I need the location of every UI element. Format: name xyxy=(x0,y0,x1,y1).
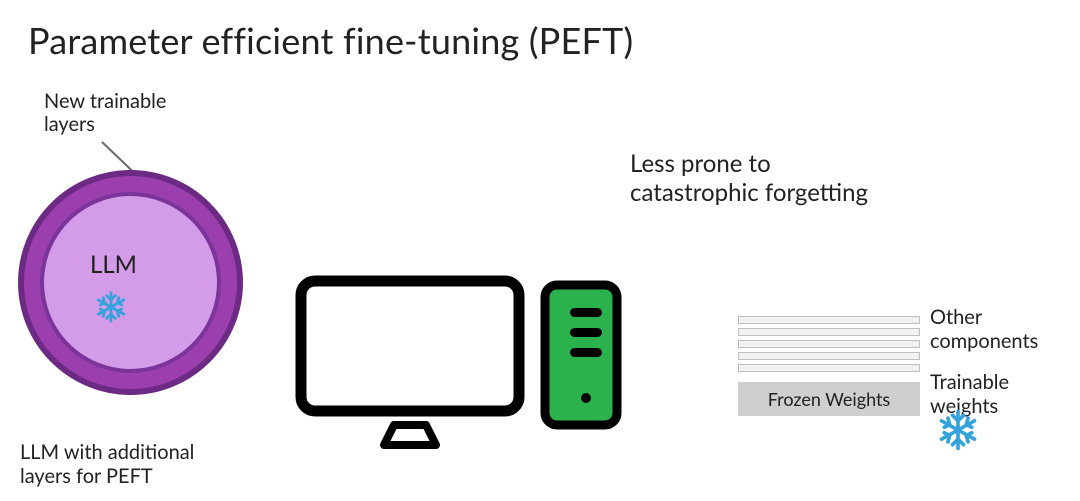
annotation-catastrophic-forgetting: Less prone to catastrophic forgetting xyxy=(630,150,868,208)
frozen-weights-box: Frozen Weights xyxy=(738,382,920,416)
llm-label: LLM xyxy=(90,250,137,279)
annotation-line: catastrophic forgetting xyxy=(630,179,868,208)
annotation-line: LLM with additional xyxy=(20,440,194,464)
page-title: Parameter efficient fine-tuning (PEFT) xyxy=(28,18,633,62)
annotation-line: New trainable xyxy=(44,90,166,113)
component-bar xyxy=(738,328,920,336)
annotation-line: Other xyxy=(930,305,1038,329)
monitor-icon xyxy=(295,275,525,455)
snowflake-icon xyxy=(94,290,128,328)
inner-circle xyxy=(40,192,221,373)
annotation-line: components xyxy=(930,329,1038,353)
annotation-line: Trainable xyxy=(930,370,1009,394)
component-bar xyxy=(738,340,920,348)
frozen-weights-label: Frozen Weights xyxy=(768,388,890,410)
annotation-line: layers xyxy=(44,113,166,136)
component-bar xyxy=(738,316,920,324)
annotation-line: layers for PEFT xyxy=(20,464,194,488)
weights-stack: Frozen Weights xyxy=(738,316,920,416)
llm-circle-diagram xyxy=(18,170,243,395)
annotation-line: Less prone to xyxy=(630,150,868,179)
annotation-llm-with-additional-layers: LLM with additional layers for PEFT xyxy=(20,440,194,488)
component-bar xyxy=(738,352,920,360)
snowflake-icon xyxy=(936,408,980,456)
annotation-other-components: Other components xyxy=(930,305,1038,353)
annotation-new-trainable-layers: New trainable layers xyxy=(44,90,166,136)
pc-tower-icon xyxy=(540,280,622,430)
component-bar xyxy=(738,364,920,372)
